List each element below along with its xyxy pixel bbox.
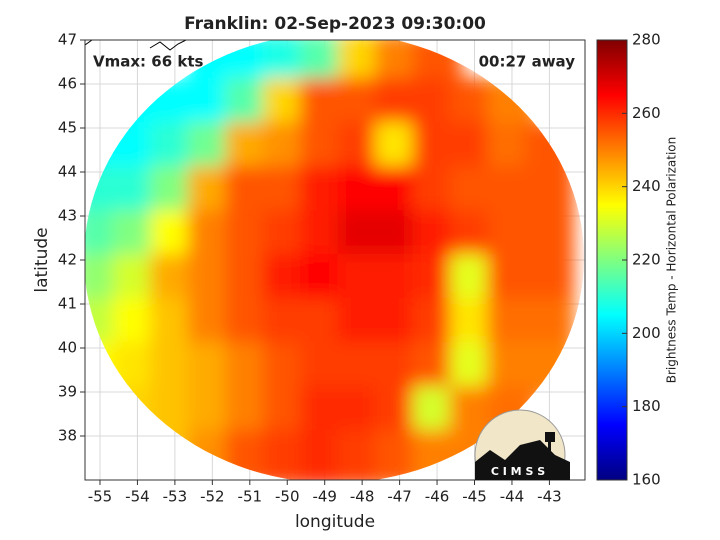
colorbar-tick-label: 260 [632, 104, 661, 122]
colorbar-ticks: 160 180 200 220 240 260 280 [622, 31, 661, 489]
x-tick-label: -47 [387, 488, 412, 506]
annotation: Vmax: 66 kts [93, 53, 203, 71]
y-tick-label: 38 [58, 427, 77, 445]
x-axis-label: longitude [295, 512, 375, 532]
x-tick-label: -45 [462, 488, 487, 506]
colorbar-label: Brightness Temp - Horizontal Polarizatio… [665, 137, 679, 384]
colorbar-tick-label: 160 [632, 471, 661, 489]
x-tick-label: -53 [163, 488, 188, 506]
colorbar-tick-label: 200 [632, 324, 661, 342]
colorbar-tick-label: 220 [632, 251, 661, 269]
logo: C I M S S [474, 409, 570, 480]
x-tick-label: -49 [312, 488, 337, 506]
y-tick-label: 47 [58, 31, 77, 49]
y-tick-label: 46 [58, 75, 77, 93]
y-tick-label: 41 [58, 295, 77, 313]
y-tick-label: 45 [58, 119, 77, 137]
colorbar-tick-label: 180 [632, 397, 661, 415]
y-tick-label: 40 [58, 339, 77, 357]
x-tick-label: -50 [275, 488, 300, 506]
y-axis-label: latitude [32, 227, 52, 292]
y-tick-label: 43 [58, 207, 77, 225]
x-tick-label: -51 [238, 488, 263, 506]
annotation: 00:27 away [479, 53, 576, 71]
x-tick-label: -54 [125, 488, 150, 506]
x-tick-label: -44 [500, 488, 525, 506]
x-tick-label: -48 [350, 488, 375, 506]
colorbar-tick-label: 240 [632, 177, 661, 195]
y-tick-label: 44 [58, 163, 77, 181]
coastline [85, 40, 187, 51]
x-tick-label: -46 [425, 488, 450, 506]
x-tick-label: -55 [88, 488, 113, 506]
y-tick-label: 42 [58, 251, 77, 269]
chart-title: Franklin: 02-Sep-2023 09:30:00 [184, 14, 486, 34]
y-tick-label: 39 [58, 383, 77, 401]
x-tick-label: -43 [537, 488, 562, 506]
x-tick-label: -52 [200, 488, 225, 506]
logo-text: C I M S S [491, 465, 545, 478]
colorbar-tick-label: 280 [632, 31, 661, 49]
